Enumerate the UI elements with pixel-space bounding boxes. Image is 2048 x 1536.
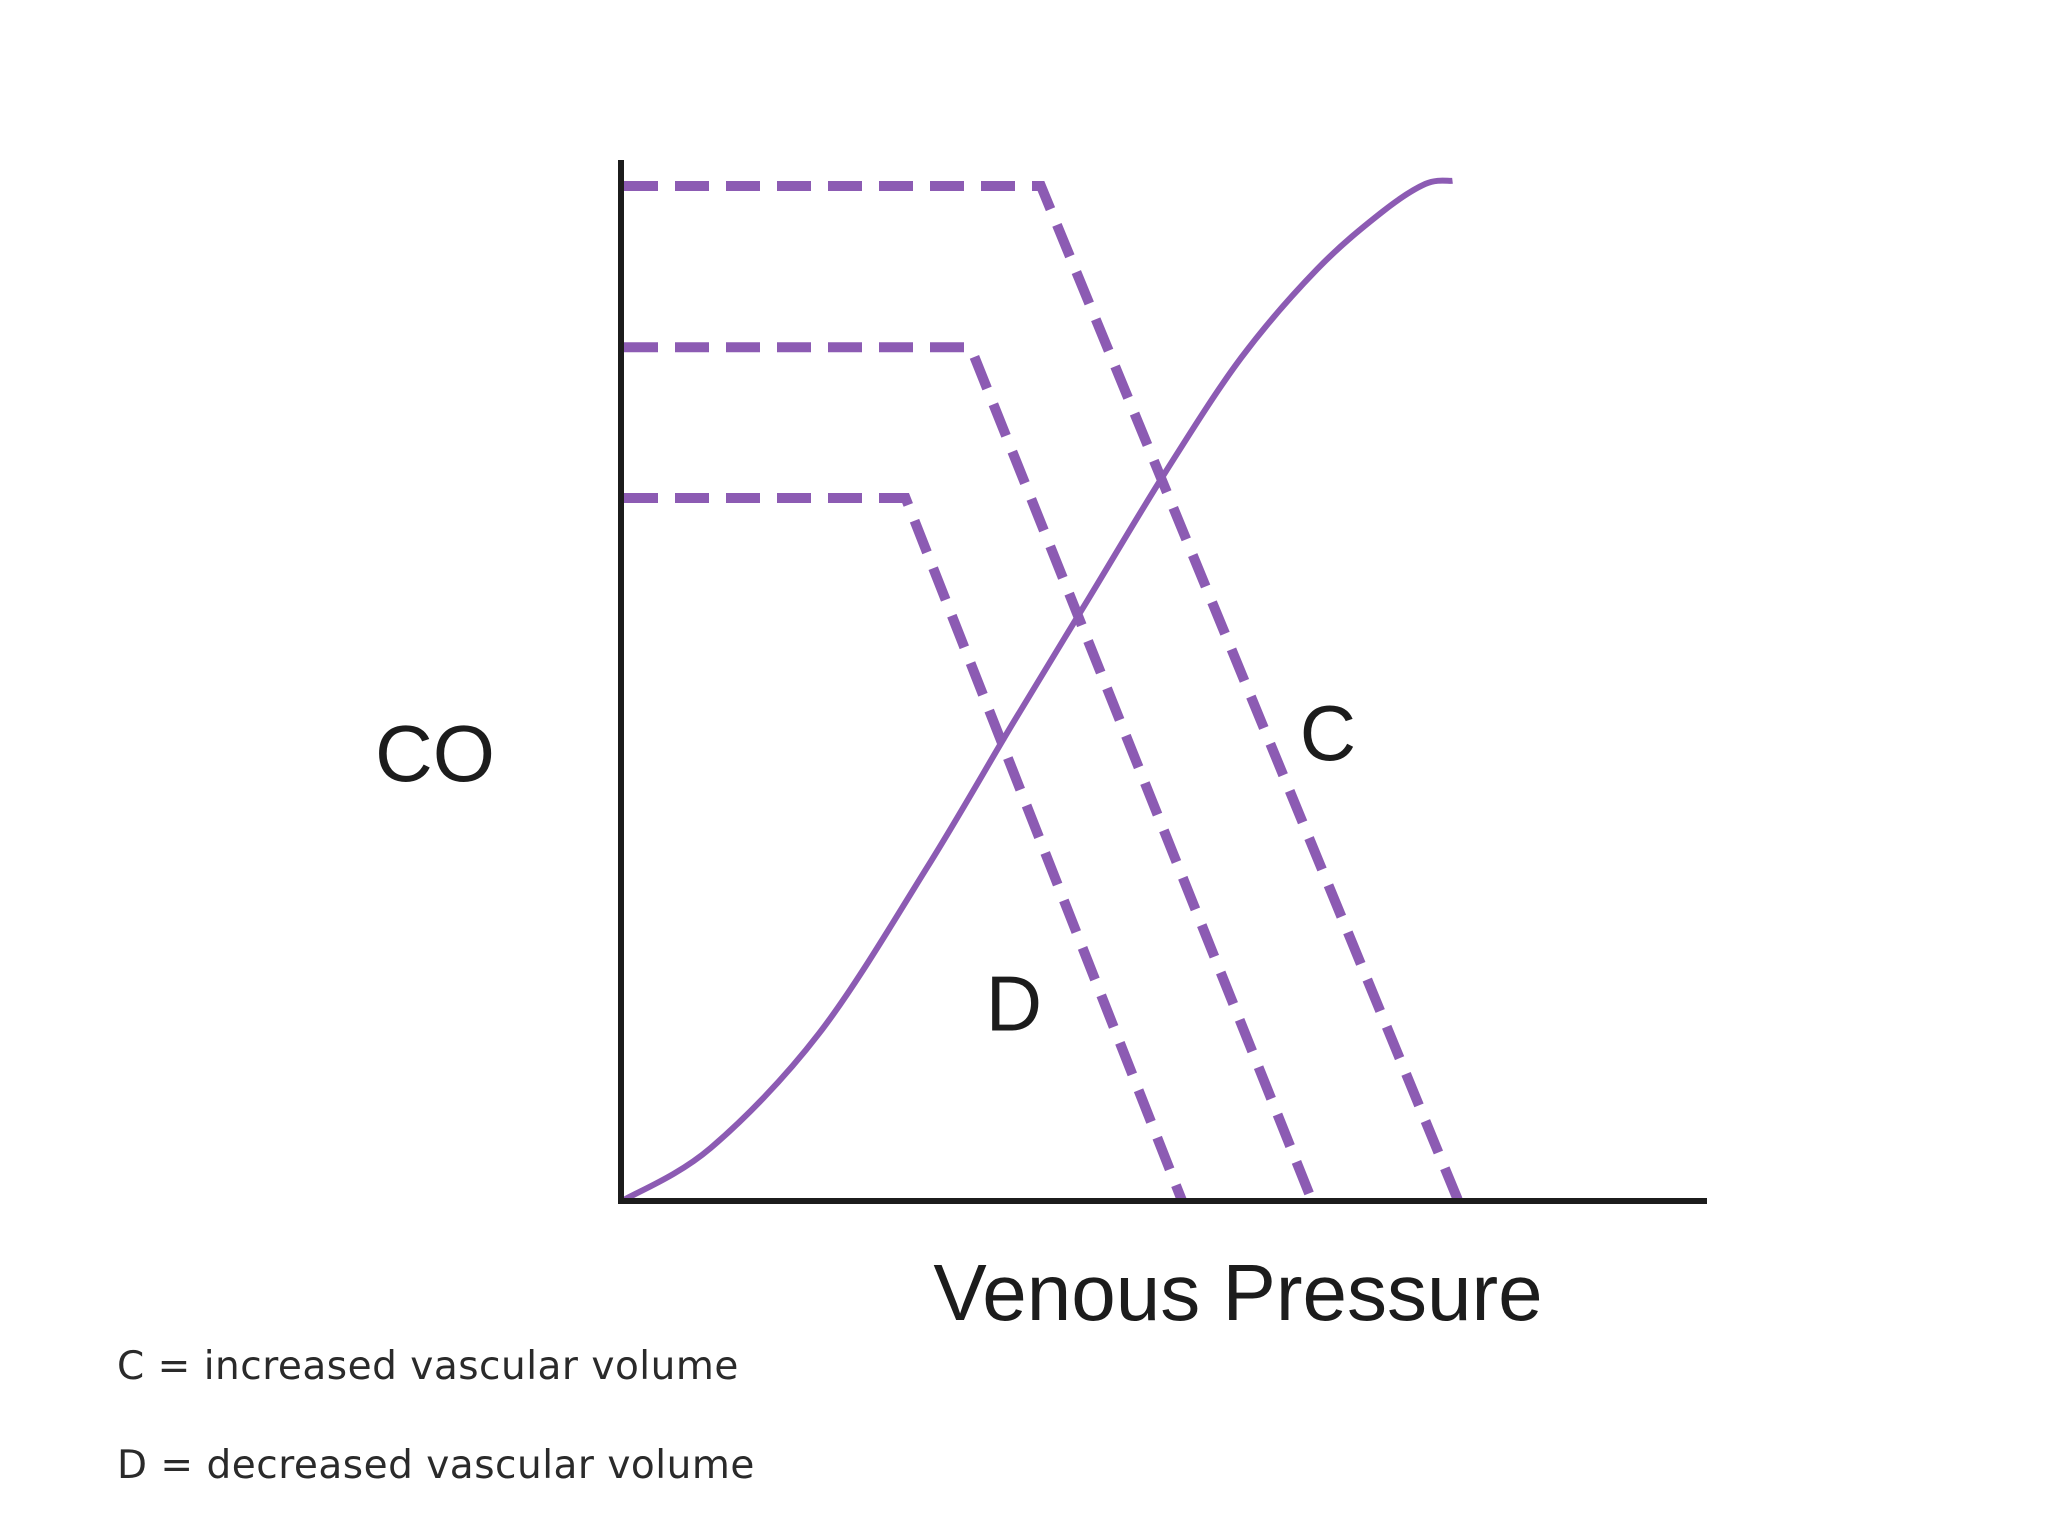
curves-group (622, 177, 1463, 1203)
y-axis-label: CO (375, 709, 495, 798)
legend-note-decreased-volume: D = decreased vascular volume (117, 1443, 755, 1488)
curve-label-d: D (986, 959, 1042, 1047)
curve-label-c: C (1300, 689, 1356, 777)
legend-note-increased-volume: C = increased vascular volume (117, 1344, 739, 1389)
x-axis-label: Venous Pressure (933, 1248, 1542, 1337)
venous-return-curve-1 (624, 493, 1187, 1202)
venous-return-curve-2 (624, 342, 1317, 1202)
venous-return-curve-3 (624, 181, 1463, 1202)
cardiac-function-curve (622, 177, 1453, 1203)
